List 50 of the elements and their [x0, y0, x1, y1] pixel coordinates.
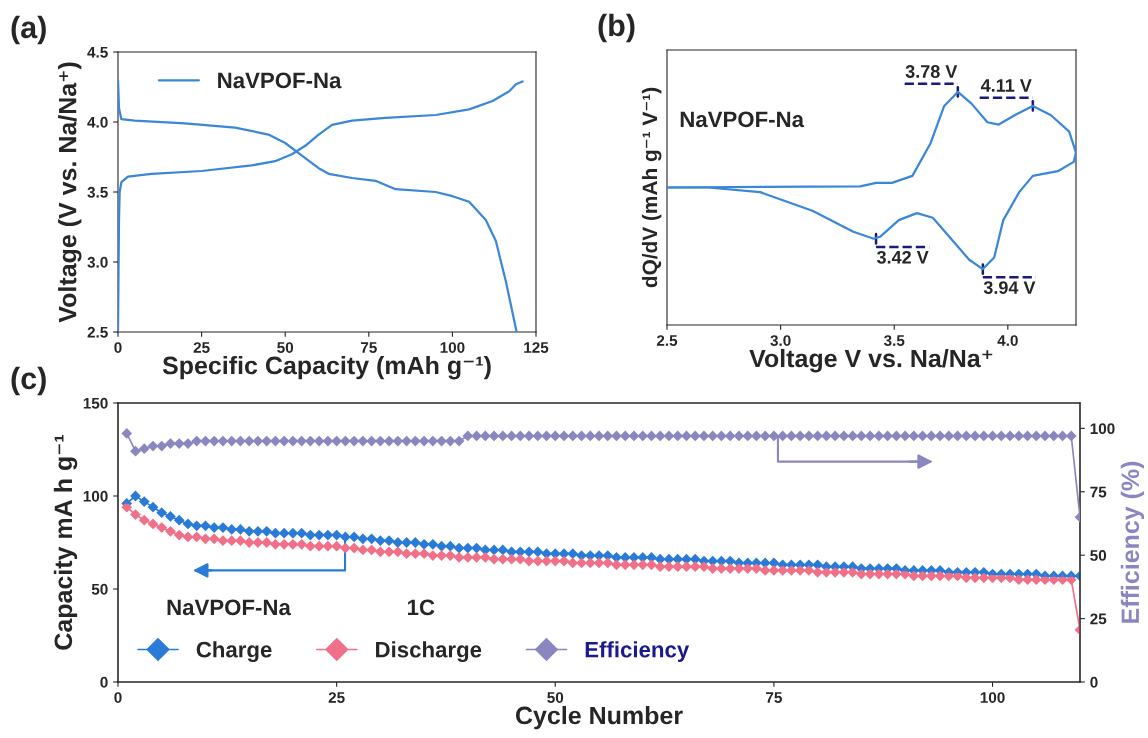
x-tick-label: 100 — [980, 692, 1005, 703]
y-tick-label: 2.5 — [87, 326, 108, 338]
x-tick-label: 2.5 — [656, 335, 678, 346]
x-tick-label: 50 — [277, 342, 294, 353]
y-axis-title: Voltage (V vs. Na/Na⁺) — [58, 62, 82, 323]
y-tick-label: 100 — [83, 490, 108, 502]
x-tick-label: 4.0 — [997, 335, 1018, 346]
annotation: NaVPOF-Na — [167, 599, 291, 616]
y-tick-label: 3.5 — [87, 186, 108, 198]
chart-title: (a) — [11, 15, 46, 45]
x-tick-label: 3.0 — [770, 335, 791, 346]
annotation: NaVPOF-Na — [680, 111, 805, 128]
x-axis-title: Specific Capacity (mAh g⁻¹) — [162, 355, 491, 380]
y2-tick-label: 75 — [1090, 486, 1107, 498]
y-tick-label: 3.0 — [87, 256, 108, 268]
x-tick-label: 50 — [547, 692, 564, 703]
y2-tick-label: 25 — [1090, 613, 1107, 625]
legend-label: NaVPOF-Na — [218, 72, 342, 89]
y-tick-label: 150 — [83, 397, 108, 409]
y-axis-title: Capacity mA h g⁻¹ — [53, 435, 78, 650]
x-tick-label: 25 — [193, 342, 210, 353]
x-tick-label: 75 — [766, 692, 782, 703]
x-tick-label: 100 — [440, 342, 465, 353]
x-tick-label: 0 — [114, 342, 122, 353]
chart-title: (c) — [11, 366, 46, 396]
x-tick-label: 3.5 — [883, 335, 905, 346]
x-axis-title: Cycle Number — [515, 705, 683, 730]
x-tick-label: 0 — [114, 692, 122, 703]
y-tick-label: 4.0 — [87, 116, 108, 128]
annotation: 4.11 V — [980, 79, 1032, 92]
x-axis-title: Voltage V vs. Na/Na⁺ — [749, 348, 993, 373]
annotation: 3.78 V — [905, 65, 958, 78]
y2-tick-label: 100 — [1090, 423, 1115, 435]
annotation: 3.94 V — [983, 281, 1036, 295]
annotation: 3.42 V — [876, 250, 929, 264]
legend-label: Discharge — [376, 641, 482, 662]
chart-title: (b) — [598, 13, 635, 43]
annotation: 1C — [408, 599, 435, 616]
y2-tick-label: 50 — [1090, 550, 1107, 561]
y-axis-title: dQ/dV (mAh g⁻¹ V⁻¹) — [641, 87, 662, 288]
x-tick-label: 25 — [328, 692, 345, 703]
legend-label: Charge — [196, 641, 272, 662]
y-tick-label: 4.5 — [87, 47, 108, 58]
y2-tick-label: 0 — [1090, 676, 1098, 688]
x-tick-label: 125 — [524, 342, 549, 353]
y-tick-label: 0 — [100, 676, 108, 688]
legend-label: Efficiency — [585, 641, 690, 662]
y2-axis-title: Efficiency (%) — [1120, 461, 1145, 623]
x-tick-label: 75 — [360, 342, 377, 353]
y-tick-label: 50 — [91, 583, 108, 595]
